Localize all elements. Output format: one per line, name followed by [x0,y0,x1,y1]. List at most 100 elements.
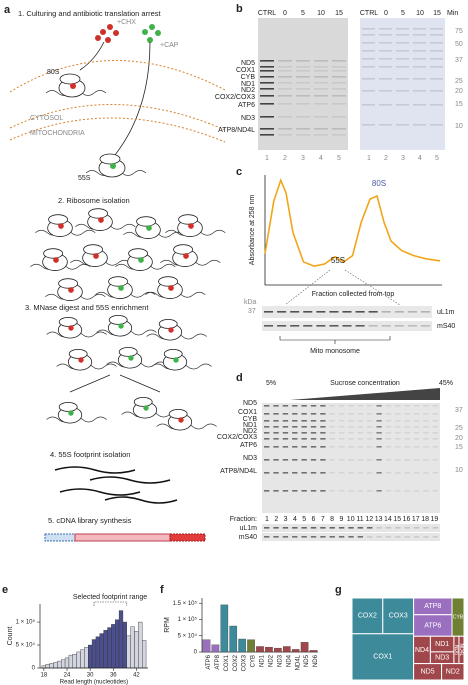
gel-band [310,446,317,448]
gel-band [338,438,345,440]
gel-band [396,42,409,44]
gel-band [355,325,365,327]
gel-band [329,311,339,313]
gel-band [301,438,307,440]
marker-label: 50 [455,41,463,48]
panel-label: e [2,584,8,596]
gel-band [260,60,274,62]
gel-band [395,527,401,529]
gradient-label: 5% [266,380,276,387]
gel-band [367,413,373,415]
gel-band [264,472,270,474]
gel-band [362,66,375,68]
axis [264,175,442,286]
gel-band [376,413,382,415]
x-tick-label: ND3 [277,654,283,667]
gel-band [332,116,346,118]
gradient-label: Sucrose concentration [330,380,400,387]
ribosome-small [118,346,138,357]
marker-label: 15 [455,101,463,108]
gel-band [264,426,270,428]
gel-band [395,420,401,422]
fraction-number: 17 [412,516,420,523]
gel-band [278,134,292,136]
gel-band [290,325,300,327]
gel-band [278,70,292,72]
gel-band [367,536,373,538]
gel-band [260,88,274,90]
antibiotic [118,285,124,291]
gel-band [385,426,392,428]
ribosome-small [168,408,188,419]
histogram-bar [118,610,124,669]
gel-band [301,405,307,407]
gel-band [432,490,438,492]
gel-band [292,405,298,407]
gel-band [301,490,307,492]
ribosome-small [68,348,88,359]
gel-band [278,60,292,62]
chx-molecule [107,24,113,30]
gel-band [310,459,317,461]
histogram-bar [64,657,70,669]
cap-molecule [155,30,161,36]
gel-band [303,311,313,313]
gel-band [381,311,391,313]
antibiotic [183,253,189,259]
gel-band [379,90,392,92]
lane-number: 2 [283,155,287,162]
gel-band [316,325,326,327]
band-label: ATP6 [238,102,255,109]
gradient-label: 45% [439,380,453,387]
ribosome-small [88,208,108,219]
tile-label: ND3 [435,655,449,662]
lane-label: 5 [301,10,305,17]
gel-band [314,103,328,105]
gel-band [395,472,401,474]
gel-band [385,413,392,415]
histogram-bar [61,659,66,669]
fraction-number: 11 [356,516,363,523]
gel-band [385,527,392,529]
gel-band [404,490,410,492]
gel-band [348,472,354,474]
x-tick-label: ND6 [313,654,319,667]
gel-band [320,536,326,538]
gel-band [292,472,298,474]
gel-band [282,426,289,428]
gel-band [367,472,373,474]
gel-band [264,420,270,422]
gel-band [376,446,382,448]
bar [291,649,300,653]
gel-band [320,405,326,407]
lane-number: 5 [337,155,341,162]
gel-band [314,88,328,90]
bar [265,646,273,653]
bracket [279,336,391,344]
histogram-bar [88,644,93,669]
fraction-number: 7 [321,516,325,523]
ribosome-small [58,278,78,289]
gel-band [430,28,443,30]
gel-band [385,490,392,492]
gel-band [395,405,401,407]
lane-number: 4 [418,155,422,162]
gel-band [310,536,317,538]
band-label: ATP8/ND4L [220,468,257,475]
gel-band [292,490,298,492]
gel-band [379,124,392,126]
gel-band [296,116,310,118]
gel-band [332,95,346,97]
gel-band [362,50,375,52]
band-label: ND3 [241,115,255,122]
annotation: Selected footprint range [73,594,147,601]
gel-band [338,432,345,434]
gel-band [362,28,375,30]
antibiotic [143,405,149,411]
gel-band [413,50,426,52]
gel-band [348,490,354,492]
gel-band [296,82,310,84]
histogram-bar [84,647,89,669]
x-tick-label: ATP8 [215,654,221,669]
histogram-bar [76,651,81,669]
